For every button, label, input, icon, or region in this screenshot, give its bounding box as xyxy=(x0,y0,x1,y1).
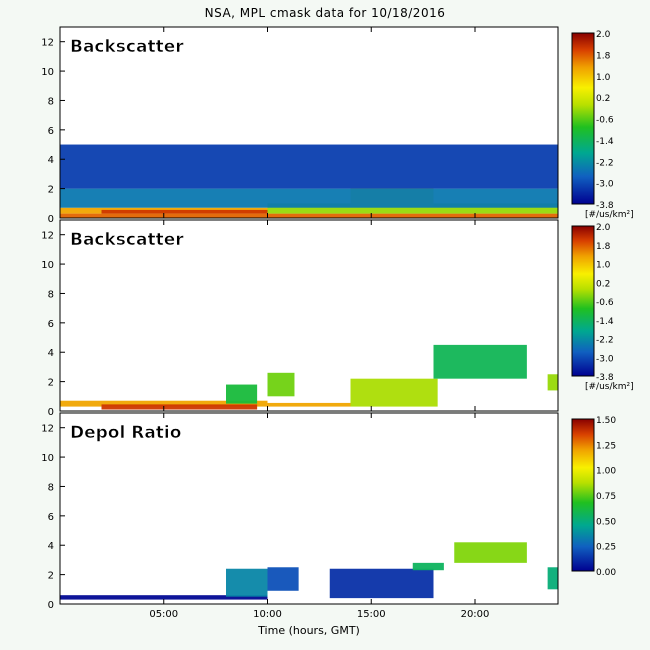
y-tick-label: 2 xyxy=(48,571,54,582)
y-tick-label: 6 xyxy=(48,319,54,330)
colorbar-tick-label: 0.2 xyxy=(596,279,610,289)
heatmap-cell xyxy=(60,188,558,208)
heatmap-cell xyxy=(267,567,299,591)
heatmap-cell xyxy=(226,384,258,404)
y-tick-label: 4 xyxy=(48,155,54,166)
x-tick-label: 10:00 xyxy=(253,609,282,620)
heatmap-cell xyxy=(60,400,268,407)
heatmap-cell xyxy=(60,595,268,600)
colorbar-tick-label: 0.50 xyxy=(596,517,616,527)
colorbar-tick-label: 1.25 xyxy=(596,441,616,451)
colorbar xyxy=(571,225,595,377)
y-tick-label: 0 xyxy=(48,407,54,418)
heatmap-cell xyxy=(267,402,351,407)
heatmap-cell xyxy=(267,372,295,397)
heatmap-layer-group xyxy=(60,144,558,218)
heatmap-cell xyxy=(226,568,268,597)
plot-frame xyxy=(59,26,559,219)
y-tick-label: 12 xyxy=(41,424,54,435)
colorbar-units: [#/us/km²] xyxy=(585,210,634,220)
heatmap-cell xyxy=(60,213,558,218)
heatmap-cell xyxy=(547,567,558,590)
colorbar-tick-label: 1.00 xyxy=(596,467,616,477)
plot-frame xyxy=(59,219,559,412)
panel-label: Backscatter xyxy=(70,230,184,250)
y-tick-label: 4 xyxy=(48,348,54,359)
plot-area xyxy=(60,413,558,604)
colorbar-tick-label: -3.0 xyxy=(596,180,614,190)
y-tick-label: 10 xyxy=(41,67,54,78)
figure-title: NSA, MPL cmask data for 10/18/2016 xyxy=(204,6,446,20)
heatmap-cell xyxy=(329,568,434,599)
colorbar-tick-label: -3.0 xyxy=(596,354,614,364)
colorbar-tick-label: 2.0 xyxy=(596,30,611,40)
panel-label: Backscatter xyxy=(70,37,184,57)
y-tick-label: 2 xyxy=(48,185,54,196)
y-tick-label: 4 xyxy=(48,541,54,552)
colorbar-tick-label: -0.6 xyxy=(596,298,614,308)
colorbar-tick-label: 0.00 xyxy=(596,568,616,578)
heatmap-cell xyxy=(433,344,527,379)
x-axis-label: Time (hours, GMT) xyxy=(258,624,360,637)
heatmap-cell xyxy=(60,144,558,189)
y-tick-label: 8 xyxy=(48,482,54,493)
y-tick-label: 6 xyxy=(48,512,54,523)
colorbar-tick-label: 1.50 xyxy=(596,416,616,426)
colorbar-tick-label: -3.8 xyxy=(596,201,614,211)
heatmap-layer-group xyxy=(60,344,558,410)
colorbar xyxy=(571,32,595,205)
colorbar-tick-label: -2.2 xyxy=(596,158,614,168)
colorbar-tick-label: 1.8 xyxy=(596,242,611,252)
colorbar-tick-label: 1.0 xyxy=(596,261,611,271)
colorbar-tick-label: 2.0 xyxy=(596,223,611,233)
colorbar xyxy=(571,418,595,572)
x-tick-label: 05:00 xyxy=(149,609,178,620)
panel-1: 0 2 4 6 8 10 12 Backscatter 2.0 1.8 1.0 0.2 -0.6 -1.4… xyxy=(41,26,634,225)
colorbar-tick-label: 0.2 xyxy=(596,94,610,104)
colorbar-tick-label: -2.2 xyxy=(596,336,614,346)
colorbar-units: [#/us/km²] xyxy=(585,382,634,392)
colorbar-tick-label: 1.0 xyxy=(596,73,611,83)
y-tick-label: 0 xyxy=(48,214,54,225)
panel-label: Depol Ratio xyxy=(70,423,181,443)
heatmap-cell xyxy=(267,203,558,214)
colorbar-tick-label: 0.75 xyxy=(596,492,616,502)
colorbar-tick-label: -3.8 xyxy=(596,373,614,383)
heatmap-cell xyxy=(412,562,444,571)
y-tick-label: 10 xyxy=(41,260,54,271)
colorbar-tick-label: 0.25 xyxy=(596,543,616,553)
y-tick-label: 8 xyxy=(48,96,54,107)
y-tick-label: 10 xyxy=(41,453,54,464)
x-tick-label: 15:00 xyxy=(357,609,386,620)
panel-2: 0 2 4 6 8 10 12 Backscatter 2.0 1.8 1.0 0.2 -0.6 -1.4… xyxy=(41,219,634,418)
y-tick-label: 12 xyxy=(41,231,54,242)
y-tick-label: 8 xyxy=(48,289,54,300)
panel-3: 0 2 4 6 8 10 12 05:00 10:00 15:00 20:00 Depol Ratio… xyxy=(41,412,616,620)
plot-area xyxy=(60,220,558,411)
y-tick-label: 6 xyxy=(48,126,54,137)
y-tick-label: 0 xyxy=(48,600,54,611)
x-tick-label: 20:00 xyxy=(461,609,490,620)
heatmap-cell xyxy=(101,404,258,410)
colorbar-tick-label: -1.4 xyxy=(596,317,614,327)
colorbar-tick-label: 1.8 xyxy=(596,51,611,61)
heatmap-cell xyxy=(454,542,527,563)
heatmap-cell xyxy=(350,378,438,407)
heatmap-cell xyxy=(547,374,558,391)
y-tick-label: 12 xyxy=(41,38,54,49)
colorbar-tick-label: -1.4 xyxy=(596,137,614,147)
heatmap-cell xyxy=(101,209,268,214)
heatmap-layer-group xyxy=(60,542,558,600)
colorbar-tick-label: -0.6 xyxy=(596,116,614,126)
plot-frame xyxy=(59,412,559,605)
y-tick-label: 2 xyxy=(48,378,54,389)
